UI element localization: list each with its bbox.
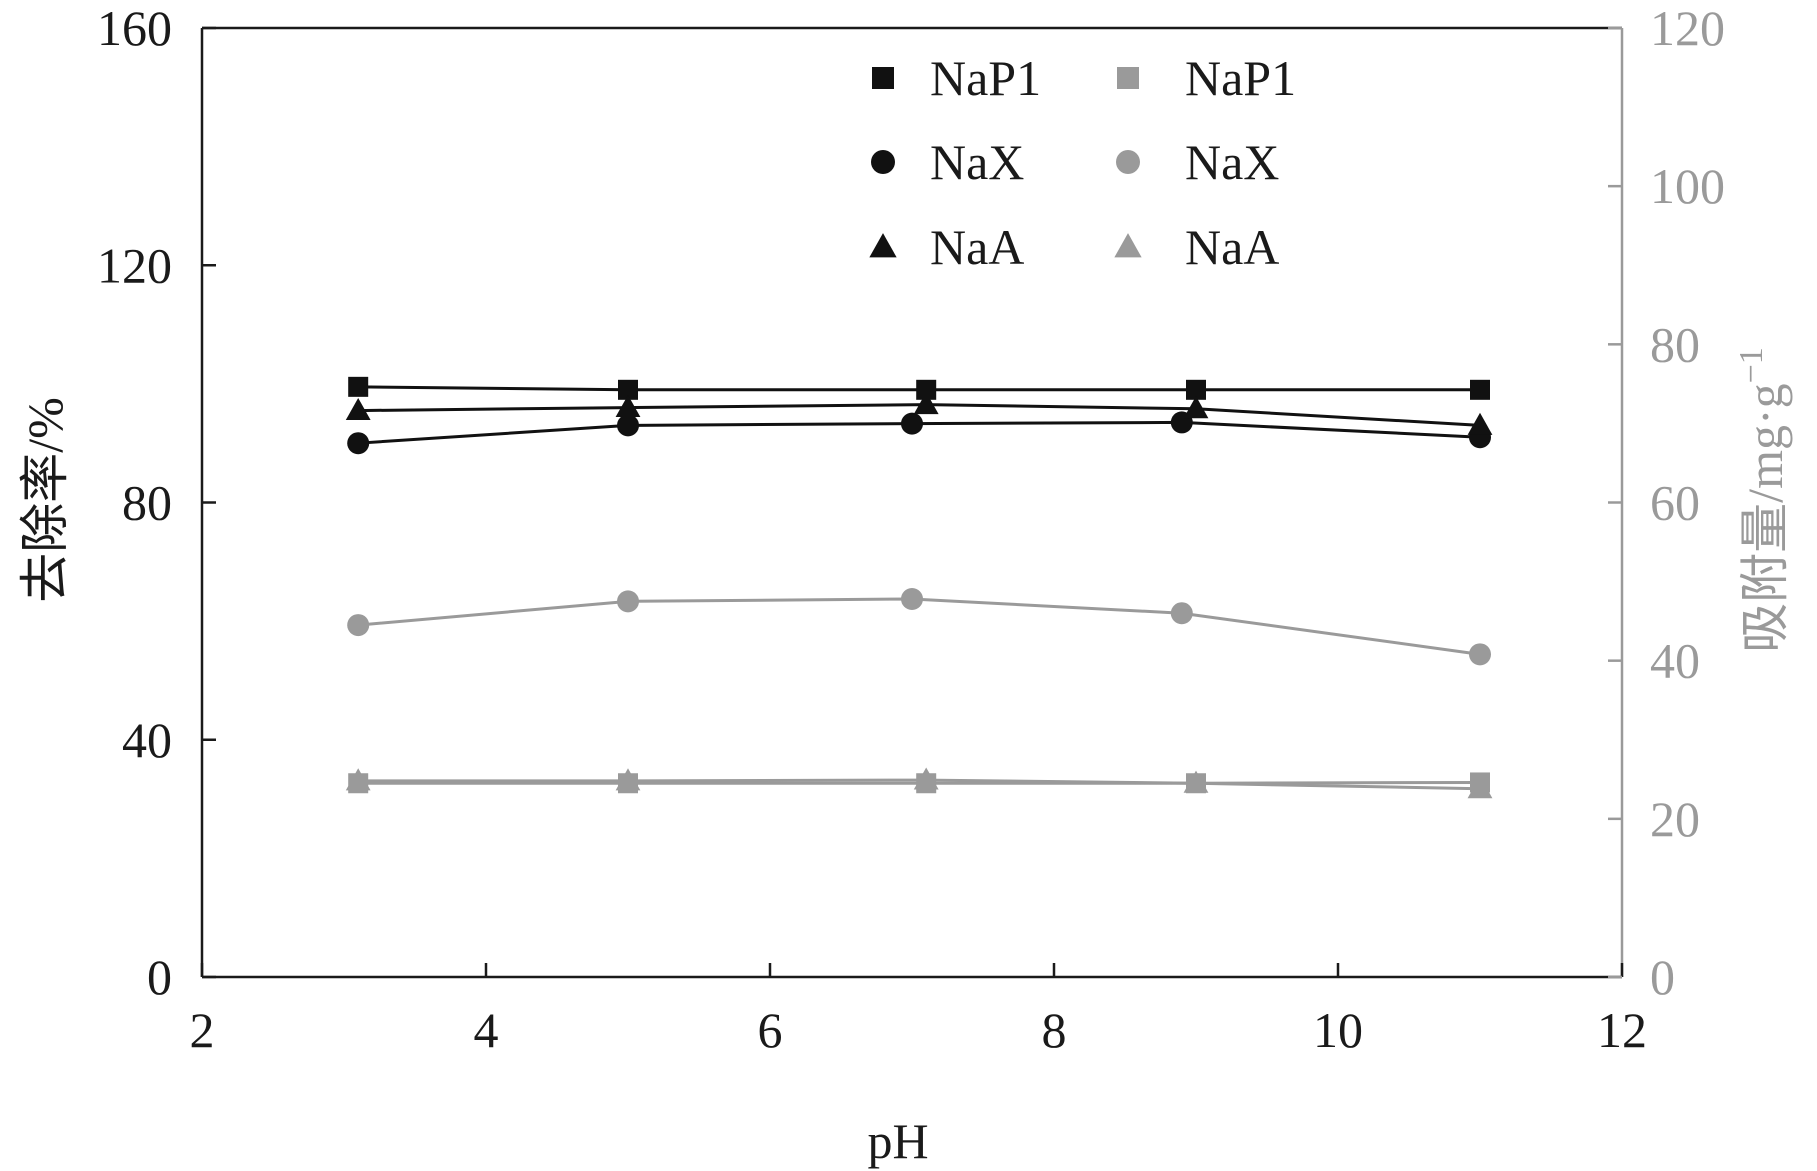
legend-marker-triangle [869, 233, 897, 258]
data-point-circle [1170, 602, 1193, 625]
y2-tick-label: 40 [1650, 633, 1700, 689]
data-point-triangle [913, 392, 939, 415]
x-tick-label: 12 [1597, 1002, 1647, 1058]
y-tick-label: 40 [122, 712, 172, 768]
y-tick-label: 120 [97, 237, 172, 293]
right-y-axis-title: 吸附量/mg·g−1 [1733, 347, 1793, 653]
legend-marker-square [872, 67, 894, 89]
legend-item-nap1: NaP1 [872, 50, 1041, 106]
data-point-square [348, 376, 369, 397]
left-y-axis-title: 去除率/% [17, 397, 73, 603]
series-nap1-left [348, 376, 1490, 400]
x-tick-label: 8 [1042, 1002, 1067, 1058]
legend-item-naa: NaA [869, 219, 1024, 275]
y2-tick-label: 120 [1650, 0, 1725, 56]
right-y-axis-ticks: 0 20 40 60 80 100 120 [1608, 0, 1725, 1005]
y2-tick-label: 100 [1650, 158, 1725, 214]
data-point-square [1470, 379, 1490, 400]
y-tick-label: 80 [122, 475, 172, 531]
data-point-circle [901, 412, 923, 435]
y2-tick-label: 20 [1650, 791, 1700, 847]
data-point-triangle [345, 397, 371, 421]
right-y-axis-title-superscript: −1 [1733, 347, 1770, 383]
series-naa-right [345, 767, 1493, 799]
legend-label: NaX [1185, 134, 1279, 190]
data-point-circle [347, 432, 370, 455]
data-point-triangle [1467, 776, 1493, 799]
left-y-axis-ticks: 0 40 80 120 160 [97, 0, 216, 1005]
data-point-triangle [1467, 412, 1493, 435]
data-point-circle [1469, 643, 1491, 666]
x-tick-label: 10 [1313, 1002, 1363, 1058]
legend-marker-square [1117, 67, 1139, 89]
series-layer [345, 376, 1493, 799]
x-tick-label: 2 [190, 1002, 215, 1058]
legend-label: NaX [930, 134, 1024, 190]
legend-item-nax: NaX [871, 134, 1024, 190]
x-axis-title: pH [867, 1113, 928, 1169]
legend: NaP1 NaX NaA NaP1 NaX NaA [869, 50, 1296, 275]
data-point-circle [347, 614, 370, 637]
data-point-triangle [1183, 770, 1209, 793]
data-point-triangle [1183, 396, 1209, 419]
legend-item-nax: NaX [1116, 134, 1279, 190]
data-point-triangle [913, 767, 939, 790]
legend-label: NaA [1185, 219, 1279, 275]
data-point-square [1186, 379, 1206, 400]
data-point-circle [617, 414, 639, 437]
data-point-circle [901, 587, 923, 610]
data-point-square [916, 379, 937, 400]
x-axis-ticks: 2 4 6 8 10 12 [190, 963, 1647, 1058]
y2-tick-label: 60 [1650, 475, 1700, 531]
x-tick-label: 4 [474, 1002, 499, 1058]
legend-item-nap1: NaP1 [1117, 50, 1296, 106]
plot-frame [200, 26, 1624, 979]
series-nax-right [347, 587, 1491, 666]
data-point-triangle [345, 768, 371, 791]
legend-marker-triangle [1114, 233, 1142, 258]
legend-label: NaA [930, 219, 1024, 275]
data-point-triangle [615, 395, 641, 418]
legend-item-naa: NaA [1114, 219, 1279, 275]
data-point-square [618, 379, 638, 400]
series-naa-left [345, 392, 1493, 435]
y-tick-label: 0 [147, 949, 172, 1005]
data-point-triangle [615, 768, 641, 791]
data-point-circle [617, 590, 639, 613]
legend-marker-circle [1116, 150, 1140, 174]
y-tick-label: 160 [97, 0, 172, 56]
legend-label: NaP1 [1185, 50, 1296, 106]
y2-tick-label: 0 [1650, 949, 1675, 1005]
right-y-axis-title-main: 吸附量/mg·g [1737, 383, 1793, 652]
x-tick-label: 6 [758, 1002, 783, 1058]
legend-marker-circle [871, 150, 895, 174]
series-nax-left [347, 411, 1491, 455]
legend-label: NaP1 [930, 50, 1041, 106]
y2-tick-label: 80 [1650, 316, 1700, 372]
